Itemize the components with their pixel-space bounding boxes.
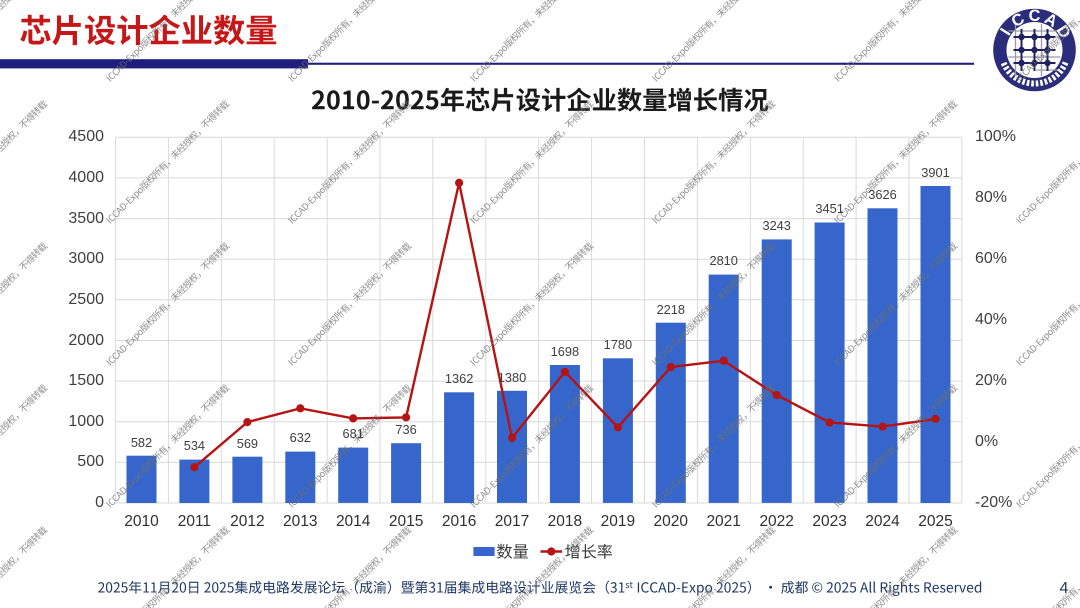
svg-text:C: C: [1029, 7, 1041, 25]
